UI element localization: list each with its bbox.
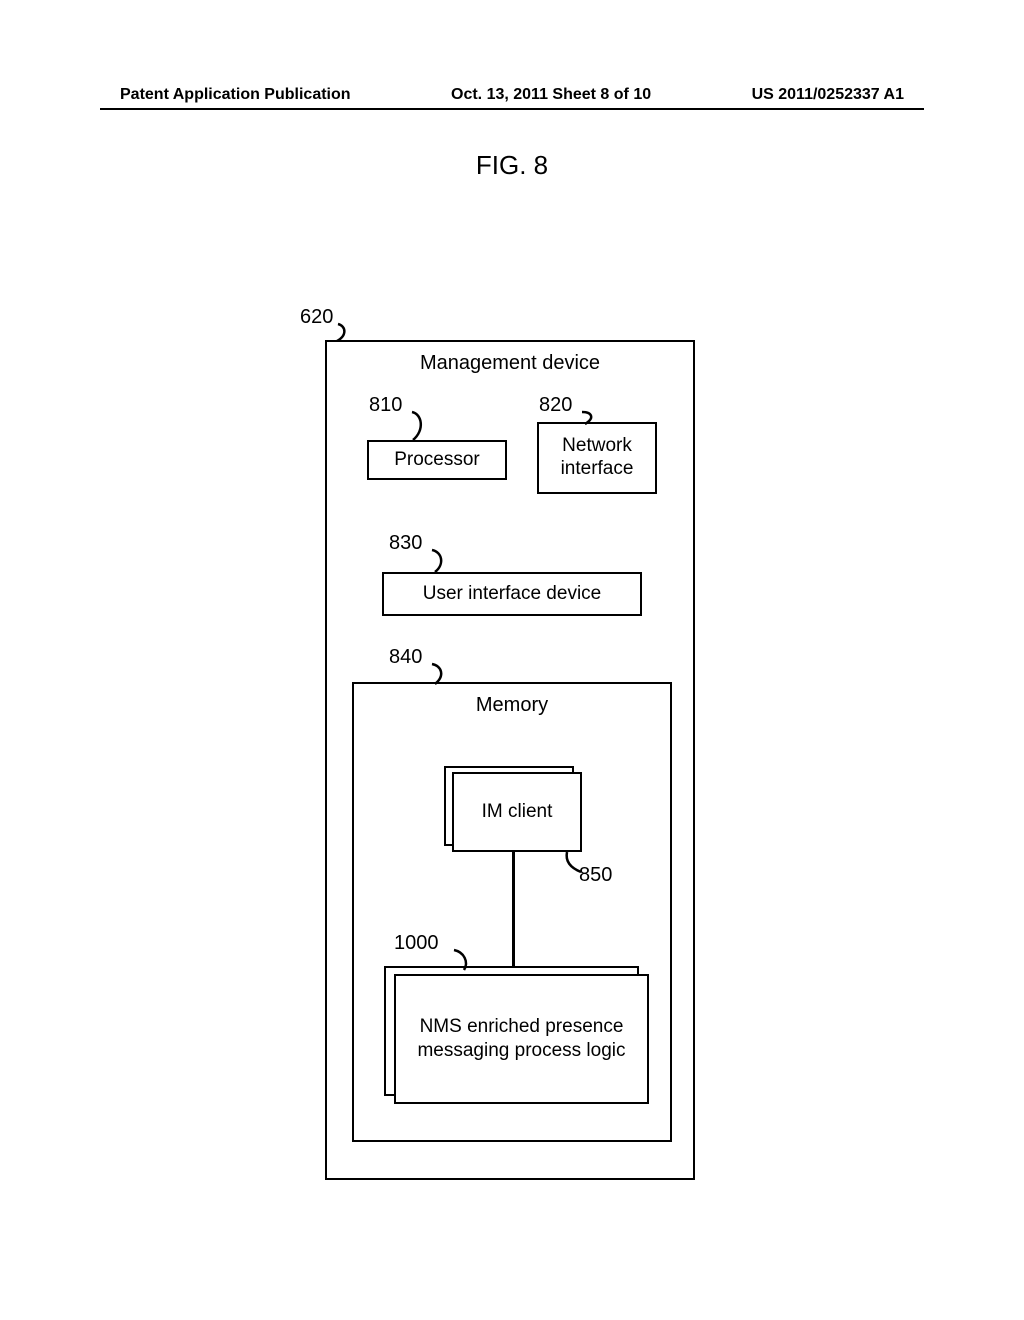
memory-block: Memory IM client NMS enriched presence m…	[352, 682, 672, 1142]
header-left-text: Patent Application Publication	[120, 86, 351, 104]
ref-840: 840	[389, 646, 422, 669]
header-center-text: Oct. 13, 2011 Sheet 8 of 10	[451, 86, 651, 104]
header-rule	[100, 108, 924, 110]
ref-850: 850	[579, 864, 612, 887]
figure-title: FIG. 8	[0, 150, 1024, 181]
nms-label: NMS enriched presence messaging process …	[396, 1015, 647, 1063]
im-client-label: IM client	[482, 800, 553, 824]
leader-810	[397, 402, 437, 442]
ref-620: 620	[300, 306, 333, 329]
nms-block: NMS enriched presence messaging process …	[384, 966, 649, 1106]
header-right-text: US 2011/0252337 A1	[752, 86, 904, 104]
network-interface-label: Network interface	[539, 435, 655, 481]
ref-830: 830	[389, 532, 422, 555]
ref-810: 810	[369, 394, 402, 417]
management-device-box: Management device Processor Network inte…	[325, 340, 695, 1180]
im-client-front-page: IM client	[452, 772, 582, 852]
processor-block: Processor	[367, 440, 507, 480]
network-interface-block: Network interface	[537, 422, 657, 494]
ref-820: 820	[539, 394, 572, 417]
im-to-nms-connector	[512, 852, 515, 972]
memory-label: Memory	[354, 694, 670, 717]
nms-front-page: NMS enriched presence messaging process …	[394, 974, 649, 1104]
leader-830	[417, 540, 457, 576]
page-header: Patent Application Publication Oct. 13, …	[0, 86, 1024, 104]
user-interface-device-label: User interface device	[423, 583, 601, 606]
im-client-block: IM client	[444, 766, 584, 852]
user-interface-device-block: User interface device	[382, 572, 642, 616]
ref-1000: 1000	[394, 932, 439, 955]
management-device-title: Management device	[327, 352, 693, 375]
processor-label: Processor	[394, 449, 480, 472]
